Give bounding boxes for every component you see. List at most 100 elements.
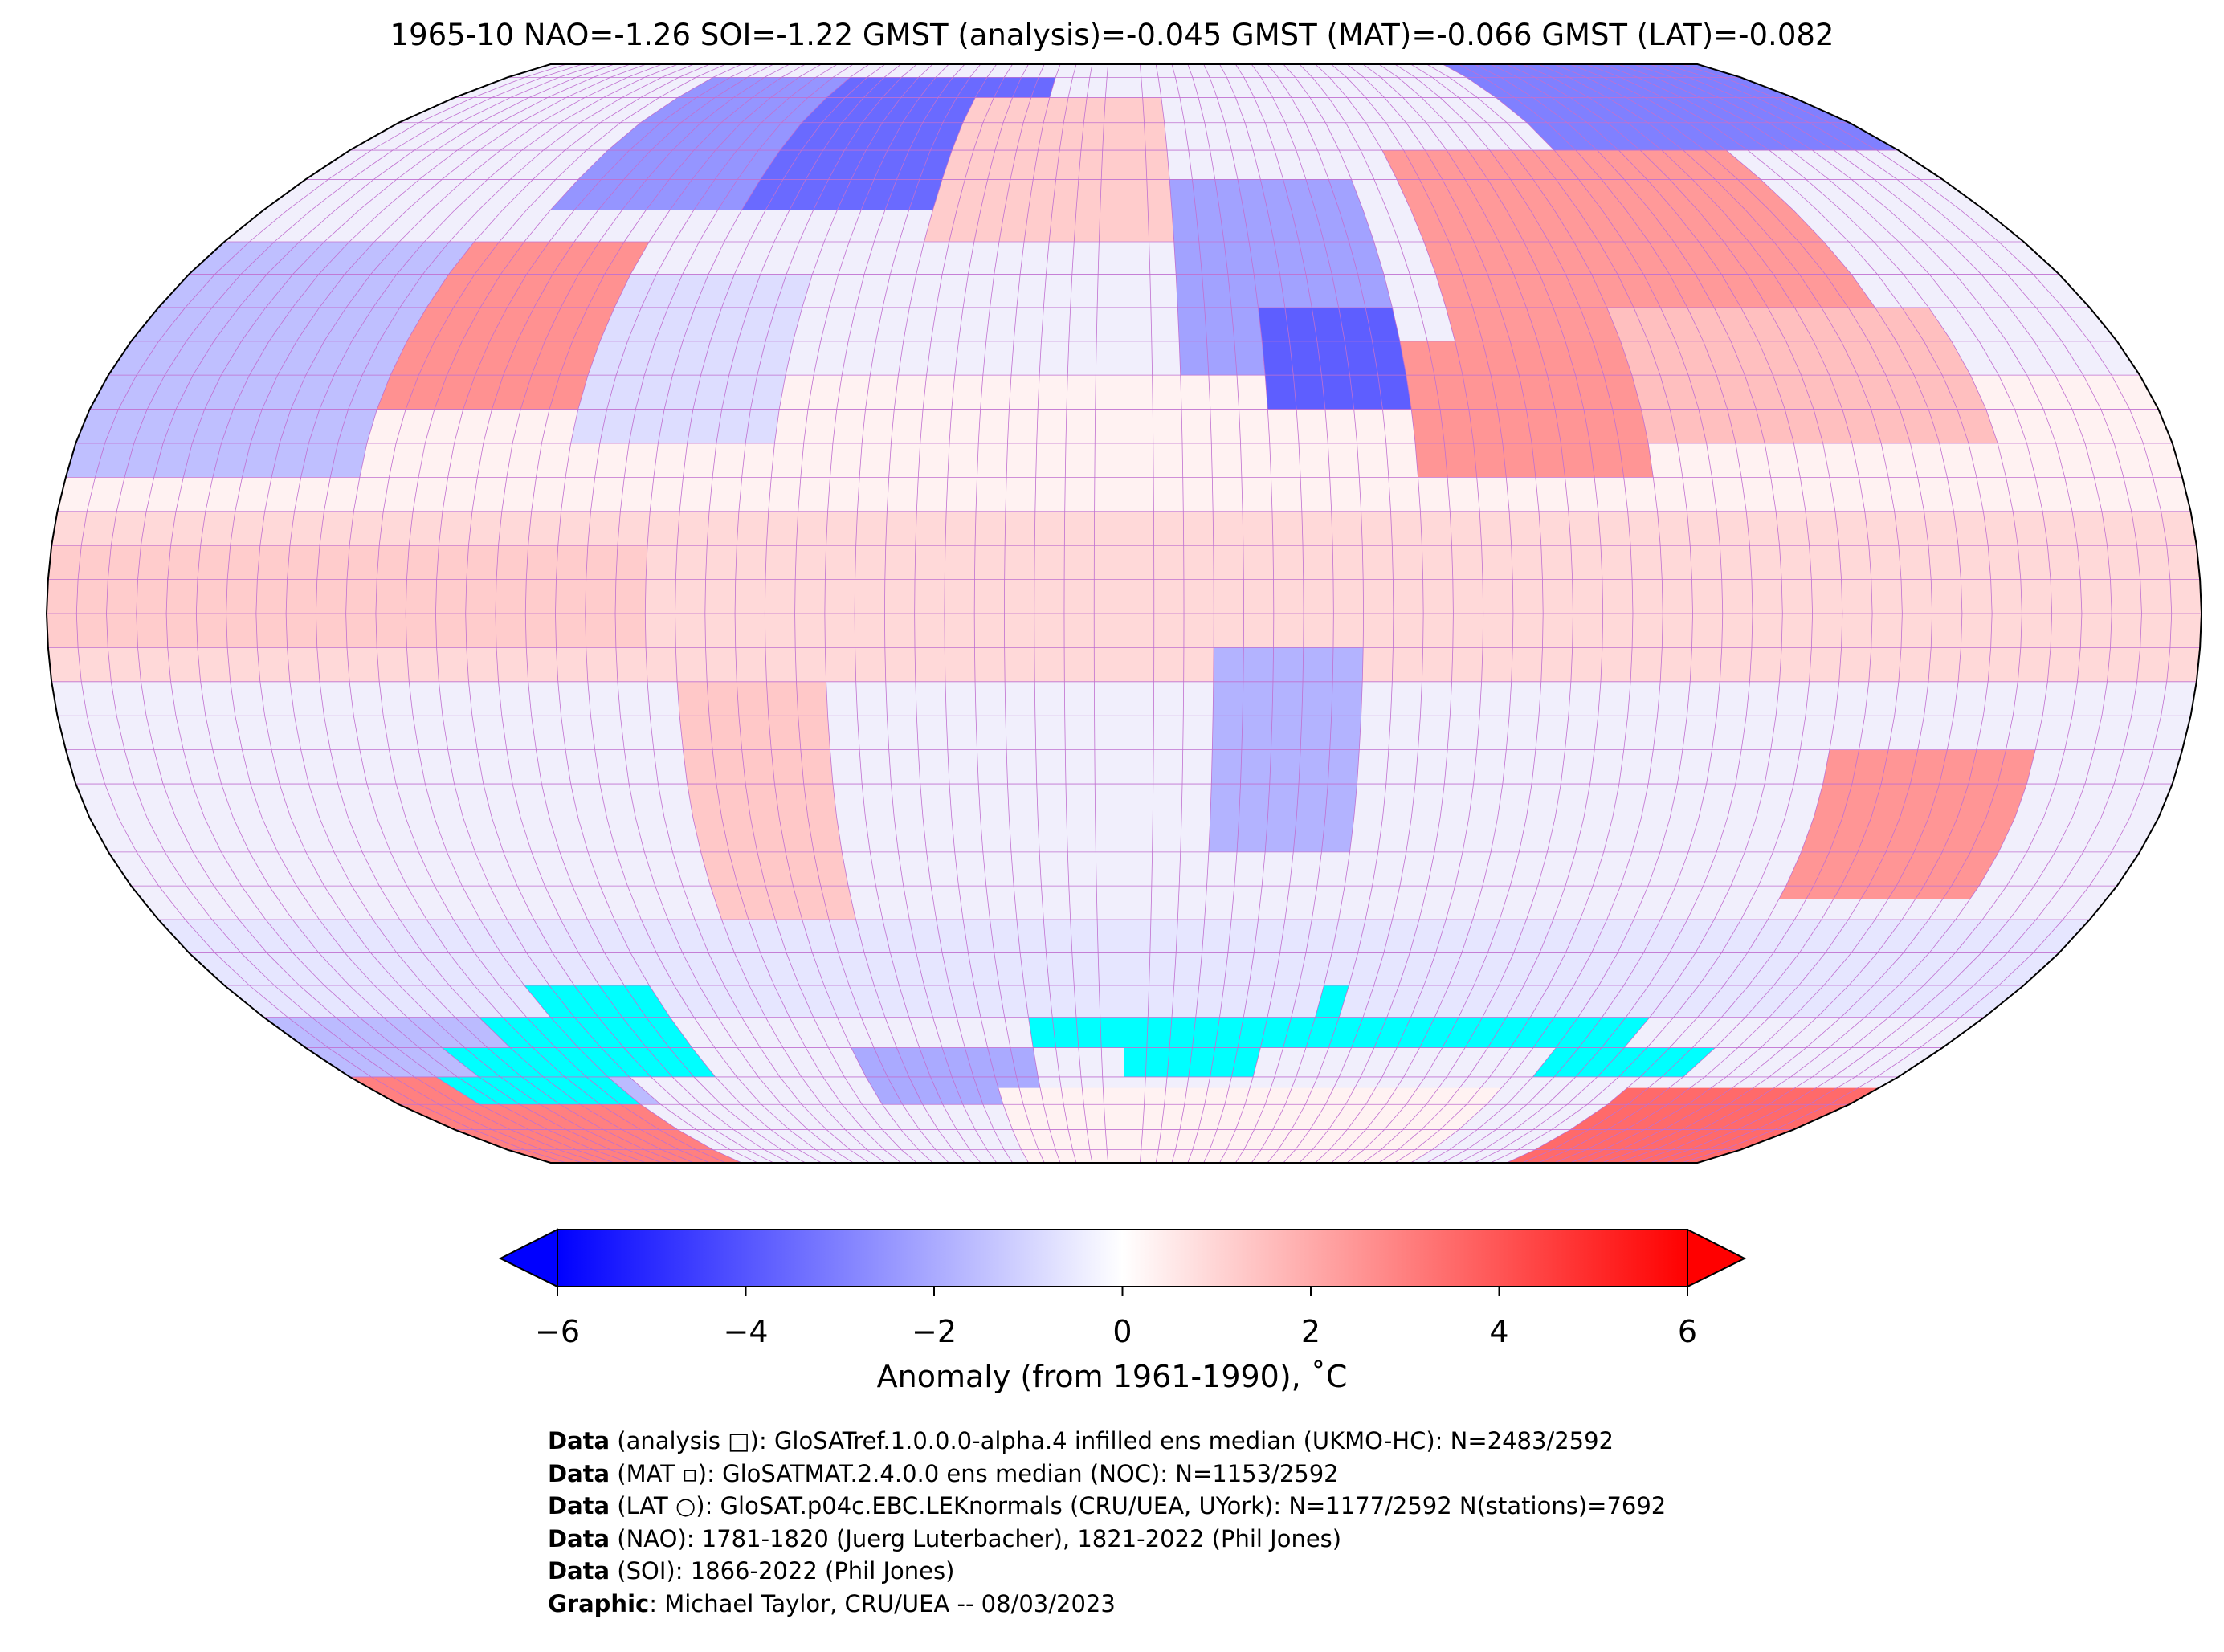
credit-line: Data (NAO): 1781-1820 (Juerg Luterbacher… [548,1524,1342,1552]
credit-line: Data (SOI): 1866-2022 (Phil Jones) [548,1557,955,1585]
anomaly-cell [677,681,856,920]
longitude-line [794,64,949,1163]
longitude-line [165,64,615,1163]
map-outline [45,63,2203,1164]
longitude-line [734,64,917,1163]
longitude-line [1378,64,1604,1163]
longitude-line [195,64,630,1163]
longitude-line [1522,64,1873,1163]
longitude-line [1442,64,1724,1163]
longitude-line [465,64,774,1163]
longitude-line [883,64,998,1163]
longitude-line [644,64,870,1163]
colorbar-tick-label: 0 [1112,1314,1132,1349]
colorbar-extend-max [1687,1228,1747,1288]
longitude-line [1490,64,1813,1163]
longitude-line [1506,64,1843,1163]
anomaly-cell [1778,749,2036,899]
longitude-line [1234,64,1334,1163]
longitude-line [1283,64,1424,1163]
longitude-line [345,64,711,1163]
longitude-line [1267,64,1394,1163]
longitude-line [524,64,806,1163]
anomaly-cell [851,1047,1044,1105]
credit-line: Data (MAT ▫): GloSATMAT.2.4.0.0 ens medi… [548,1459,1339,1487]
longitude-line [1602,64,2022,1163]
longitude-line [1331,64,1514,1163]
colorbar-tick-label: 2 [1300,1314,1321,1349]
longitude-line [1203,64,1275,1163]
colorbar-tick-label: −2 [911,1314,957,1349]
colorbar-tick-label: 6 [1677,1314,1698,1349]
longitude-line [1426,64,1693,1163]
credit-line: Data (analysis □): GloSATref.1.0.0.0-alp… [548,1427,1614,1454]
longitude-line [1618,64,2053,1163]
missing-data-cell [1315,985,1349,1018]
longitude-line [1139,64,1155,1163]
credit-line: Data (LAT ○): GloSAT.p04c.EBC.LEKnormals… [548,1492,1667,1519]
credit-line: Graphic: Michael Taylor, CRU/UEA -- 08/0… [548,1589,1116,1617]
missing-data-cell [479,1017,692,1048]
anomaly-map [45,63,2203,1164]
longitude-line [914,64,1014,1163]
longitude-line [495,64,790,1163]
longitude-line [1093,64,1109,1163]
longitude-line [1633,64,2083,1163]
data-credits: Data (analysis □): GloSATref.1.0.0.0-alp… [548,1425,1666,1620]
longitude-line [764,64,933,1163]
longitude-line [1569,64,1963,1163]
longitude-line [1171,64,1214,1163]
longitude-line [1649,64,2112,1163]
longitude-line [1681,64,2173,1163]
anomaly-cell [377,242,650,410]
longitude-line [285,64,679,1163]
missing-data-cell [1124,1047,1261,1077]
longitude-line [435,64,758,1163]
longitude-line [1585,64,1993,1163]
longitude-line [1034,64,1077,1163]
colorbar-extend-min [498,1228,558,1288]
longitude-line [1665,64,2142,1163]
longitude-line [1474,64,1783,1163]
missing-data-cell [524,985,671,1018]
longitude-line [824,64,965,1163]
longitude-line [1362,64,1573,1163]
missing-data-cell [442,1047,716,1077]
grid-lines [47,64,2202,1163]
longitude-line [136,64,599,1163]
anomaly-cell [1258,307,1412,410]
longitude-line [1346,64,1544,1163]
anomaly-cell [1506,1087,1879,1163]
anomaly-cell [1443,64,1899,151]
colorbar-tick-label: −4 [723,1314,769,1349]
longitude-line [255,64,663,1163]
longitude-line [854,64,981,1163]
longitude-line [106,64,583,1163]
colorbar-label: Anomaly (from 1961-1990), ˚C [876,1359,1348,1394]
missing-data-cell [1028,1017,1651,1048]
anomaly-cell [349,1076,742,1163]
longitude-line [704,64,902,1163]
longitude-line [405,64,742,1163]
colorbar-gradient [557,1229,1688,1287]
longitude-line [1315,64,1484,1163]
longitude-line [1187,64,1244,1163]
longitude-line [1299,64,1454,1163]
longitude-line [555,64,822,1163]
colorbar-tick-label: 4 [1489,1314,1509,1349]
longitude-line [585,64,838,1163]
longitude-line [1553,64,1933,1163]
longitude-line [1219,64,1304,1163]
longitude-line [1458,64,1753,1163]
longitude-line [1410,64,1663,1163]
longitude-line [675,64,886,1163]
longitude-line [1537,64,1903,1163]
longitude-line [944,64,1029,1163]
longitude-line [1004,64,1061,1163]
longitude-line [375,64,726,1163]
longitude-line [1251,64,1365,1163]
longitude-line [1394,64,1634,1163]
anomaly-cell [65,242,475,478]
anomaly-cell [924,97,1174,243]
longitude-line [1063,64,1093,1163]
